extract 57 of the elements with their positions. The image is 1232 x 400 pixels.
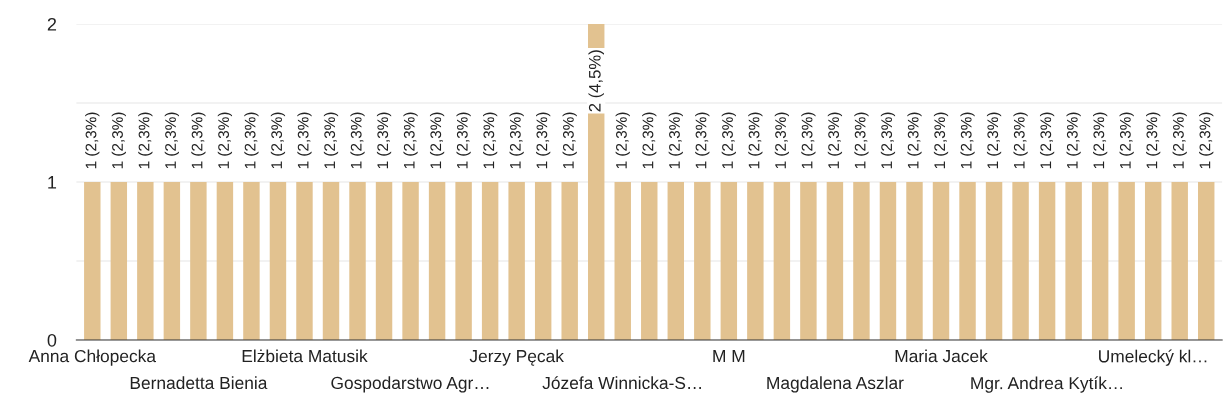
data-label: 1 (2,3%) [429,112,445,169]
data-label: 1 (2,3%) [801,112,816,169]
data-label: 1 (2,3%) [483,112,498,169]
x-tick-label: Umelecký kl… [1099,349,1207,366]
data-label: 1 (2,3%) [164,112,179,169]
data-label: 1 (2,3%) [668,112,683,169]
data-label: 1 (2,3%) [1146,112,1161,169]
data-label: 1 (2,3%) [827,112,843,169]
y-tick-label: 2 [47,17,57,31]
data-label: 1 (2,3%) [774,112,789,169]
data-label: 1 (2,3%) [562,112,577,169]
data-label: 1 (2,3%) [138,112,153,169]
y-tick-label: 0 [47,333,57,347]
data-label: 1 (2,3%) [1172,112,1187,169]
data-label: 1 (2,3%) [217,112,233,169]
x-tick-label: Gospodarstwo Agr… [331,376,489,393]
data-label: 1 (2,3%) [85,112,100,169]
data-label: 1 (2,3%) [244,112,259,169]
data-label: 1 (2,3%) [907,112,922,169]
data-label: 1 (2,3%) [509,112,524,169]
data-label: 1 (2,3%) [456,112,471,169]
data-label: 1 (2,3%) [986,112,1002,169]
x-tick-label: Józefa Winnicka-S… [542,376,701,390]
data-label: 1 (2,3%) [1093,112,1108,169]
data-label: 1 (2,3%) [376,112,392,169]
data-label: 1 (2,3%) [350,112,365,169]
data-label: 1 (2,3%) [1066,112,1081,169]
data-label: 1 (2,3%) [297,112,312,169]
data-label: 1 (2,3%) [191,112,206,169]
x-tick-label: Magdalena Aszlar [767,376,904,393]
data-label: 1 (2,3%) [960,112,975,169]
x-tick-label: Jerzy Pęcak [469,349,564,366]
data-label: 2 (4,5%) [588,50,604,112]
data-label: 1 (2,3%) [270,112,286,169]
data-label: 1 (2,3%) [642,112,657,169]
data-label: 1 (2,3%) [880,112,896,169]
data-label: 1 (2,3%) [854,112,869,169]
data-label: 1 (2,3%) [695,112,710,169]
x-tick-label: Mgr. Andrea Kytík… [971,376,1122,393]
x-tick-label: Anna Chłopecka [28,349,156,366]
data-label: 1 (2,3%) [1013,112,1028,169]
data-label: 1 (2,3%) [323,112,339,169]
x-tick-label: M M [713,350,745,363]
data-label: 1 (2,3%) [403,112,418,169]
y-tick-label: 1 [48,176,57,189]
x-tick-label: Elżbieta Matusik [242,349,368,363]
data-label: 1 (2,3%) [1199,112,1214,169]
data-label: 1 (2,3%) [933,112,949,169]
data-label: 1 (2,3%) [536,112,551,169]
x-tick-label: Maria Jacek [895,349,988,363]
data-label: 1 (2,3%) [615,112,630,169]
x-tick-label: Bernadetta Bienia [130,376,268,390]
data-label: 1 (2,3%) [111,112,126,169]
data-label: 1 (2,3%) [1119,112,1134,169]
data-label: 1 (2,3%) [748,112,763,169]
data-label: 1 (2,3%) [1039,112,1055,169]
data-label: 1 (2,3%) [721,112,736,169]
